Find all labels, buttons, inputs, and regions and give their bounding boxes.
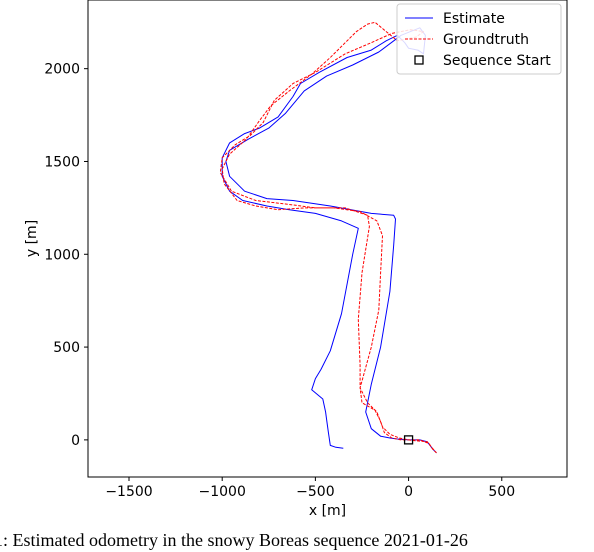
y-tick-label: 1500 <box>44 154 80 170</box>
legend-swatch-sequence-start <box>414 55 424 65</box>
x-tick-label: 0 <box>404 484 413 500</box>
plot-frame <box>87 0 568 478</box>
legend-label: Estimate <box>443 11 505 27</box>
x-tick-label: 500 <box>488 484 515 500</box>
x-tick-label: −500 <box>296 484 334 500</box>
x-axis-label: x [m] <box>309 503 346 519</box>
series-line-groundtruth <box>219 21 437 454</box>
sequence-start-marker <box>403 435 414 445</box>
y-tick-label: 1000 <box>44 247 80 263</box>
x-tick-label: −1000 <box>199 484 246 500</box>
legend: Estimate Groundtruth Sequence Start <box>396 3 562 75</box>
y-tick-label: 0 <box>71 433 80 449</box>
figure-caption: 1: Estimated odometry in the snowy Borea… <box>0 530 468 550</box>
legend-box <box>396 3 562 75</box>
x-ticks: −1500 −1000 −500 0 500 <box>105 477 515 500</box>
y-tick-label: 2000 <box>44 62 80 78</box>
legend-label: Sequence Start <box>443 53 551 69</box>
y-tick-label: 500 <box>53 340 80 356</box>
y-axis-label: y [m] <box>24 220 40 257</box>
marker-layer <box>403 435 414 445</box>
x-tick-label: −1500 <box>105 484 152 500</box>
y-ticks: 0 500 1000 1500 2000 <box>44 62 88 449</box>
legend-label: Groundtruth <box>443 32 529 48</box>
